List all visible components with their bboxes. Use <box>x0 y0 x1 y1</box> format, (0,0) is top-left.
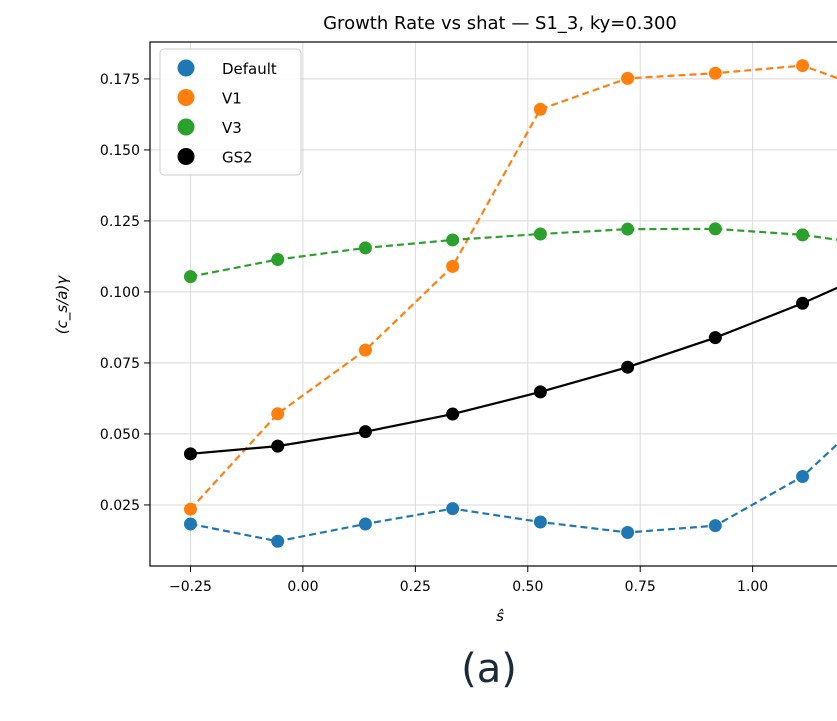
legend-label: GS2 <box>222 149 253 167</box>
data-point <box>708 519 722 533</box>
data-point <box>796 296 810 310</box>
legend-label: V3 <box>222 119 242 137</box>
data-point <box>446 407 460 421</box>
data-point <box>183 447 197 461</box>
legend-marker <box>177 89 195 106</box>
y-tick-label: 0.175 <box>100 72 140 88</box>
plot-area <box>149 41 837 567</box>
legend-label: Default <box>222 60 277 78</box>
data-point <box>271 439 285 453</box>
x-tick-label: 0.00 <box>287 579 318 595</box>
series-line <box>190 227 837 278</box>
data-point <box>796 228 810 242</box>
legend: Default V1 V3 GS2 <box>159 48 302 176</box>
y-tick-label: 0.025 <box>100 498 140 514</box>
data-point <box>446 233 460 247</box>
data-point <box>271 407 285 421</box>
x-axis: −0.250.000.250.500.751.001.251.50 <box>169 566 768 595</box>
data-point <box>183 517 197 531</box>
legend-label: V1 <box>222 90 242 108</box>
data-point <box>621 525 635 539</box>
data-point <box>271 534 285 548</box>
data-point <box>621 360 635 374</box>
data-point <box>271 253 285 267</box>
y-tick-label: 0.125 <box>100 214 140 230</box>
x-axis-label: ŝ <box>496 607 504 625</box>
legend-box <box>159 48 302 176</box>
data-point <box>183 502 197 516</box>
series-line <box>190 286 837 455</box>
legend-marker <box>177 118 195 136</box>
data-point <box>533 385 547 399</box>
data-point <box>183 270 197 284</box>
legend-marker <box>177 148 195 165</box>
y-axis: 0.025 0.050 0.075 0.100 0.125 0.150 0.175 <box>100 72 150 514</box>
data-point <box>533 227 547 241</box>
y-tick-label: 0.150 <box>100 143 140 159</box>
data-point <box>446 259 460 273</box>
series-line <box>190 443 837 543</box>
legend-marker <box>177 59 195 77</box>
y-tick-label: 0.050 <box>100 427 140 443</box>
x-tick-label: −0.25 <box>169 579 212 595</box>
data-point <box>621 222 635 236</box>
x-tick-label: 0.75 <box>625 579 656 595</box>
x-tick-label: 0.25 <box>400 579 431 595</box>
x-tick-label: 1.00 <box>737 579 768 595</box>
series-layer <box>183 59 837 548</box>
series-default <box>183 443 837 548</box>
data-point <box>358 425 372 439</box>
data-point <box>358 343 372 357</box>
data-point <box>533 515 547 529</box>
series-line <box>189 64 837 510</box>
figure-caption: (a) <box>461 646 517 692</box>
data-point <box>533 102 547 116</box>
x-tick-label: 0.50 <box>512 579 543 595</box>
data-point <box>708 66 722 80</box>
data-point <box>621 71 635 85</box>
series-v1 <box>183 59 837 516</box>
series-gs2 <box>183 286 837 461</box>
y-axis-label: (c_s/a)γ <box>53 275 72 335</box>
series-v3 <box>183 222 837 284</box>
data-point <box>358 241 372 255</box>
data-point <box>708 331 722 345</box>
data-point <box>796 470 810 484</box>
y-tick-label: 0.075 <box>100 356 140 372</box>
data-point <box>446 502 460 516</box>
chart: Growth Rate vs shat — S1_3, ky=0.300 −0.… <box>53 13 837 625</box>
data-point <box>358 517 372 531</box>
y-tick-label: 0.100 <box>100 285 140 301</box>
data-point <box>708 222 722 236</box>
data-point <box>796 59 810 73</box>
chart-title: Growth Rate vs shat — S1_3, ky=0.300 <box>323 13 677 34</box>
